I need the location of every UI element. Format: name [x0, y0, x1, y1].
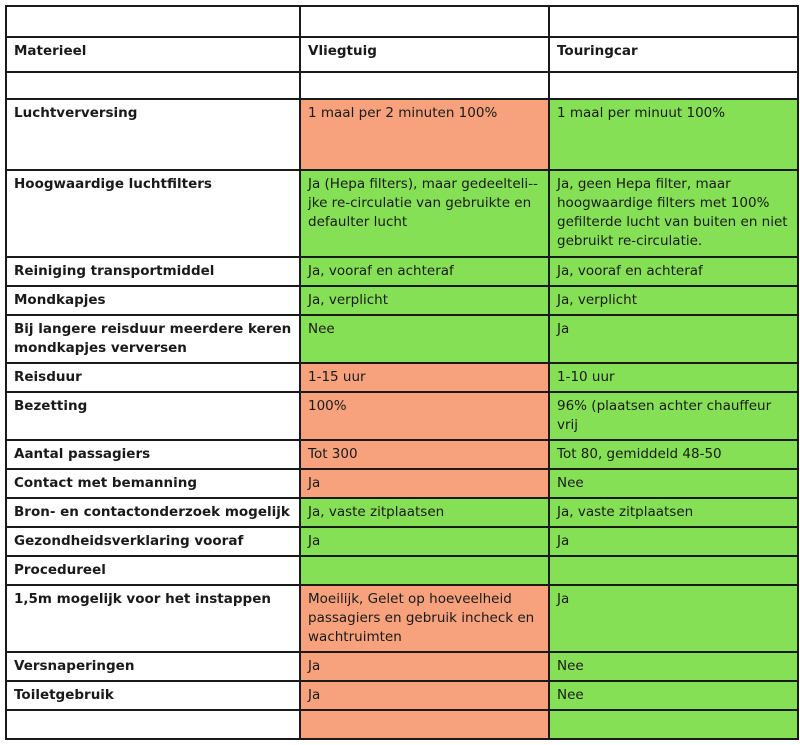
- table-cell: [548, 71, 799, 100]
- table-cell: [5, 5, 301, 38]
- touringcar-value-cell: Ja, verplicht: [548, 285, 799, 316]
- table-row: Mondkapjes Ja, verplicht Ja, verplicht: [5, 285, 799, 316]
- touringcar-value-cell: Nee: [548, 468, 799, 499]
- touringcar-value-cell: Ja, geen Hepa filter, maar hoogwaardige …: [548, 169, 799, 258]
- table-cell: [299, 71, 550, 100]
- row-label-cell: Contact met bemanning: [5, 468, 301, 499]
- table-row: Luchtverversing 1 maal per 2 minuten 100%…: [5, 98, 799, 171]
- row-label-cell: Luchtverversing: [5, 98, 301, 171]
- row-label-cell: Toiletgebruik: [5, 680, 301, 711]
- vliegtuig-value-cell: Moeilijk, Gelet op hoeveelheid passagier…: [299, 584, 550, 653]
- table-cell: [299, 5, 550, 38]
- touringcar-value-cell: Nee: [548, 651, 799, 682]
- vliegtuig-value-cell: 1 maal per 2 minuten 100%: [299, 98, 550, 171]
- row-label-cell: Reiniging transportmiddel: [5, 256, 301, 287]
- table-row: Procedureel: [5, 555, 799, 586]
- row-label-cell: Hoogwaardige luchtfilters: [5, 169, 301, 258]
- table-row: Versnaperingen Ja Nee: [5, 651, 799, 682]
- comparison-table: Materieel Vliegtuig Touringcar Luchtverv…: [5, 5, 799, 740]
- table-row: Reiniging transportmiddel Ja, vooraf en a…: [5, 256, 799, 287]
- row-label-cell: Mondkapjes: [5, 285, 301, 316]
- touringcar-value-cell: Ja, vooraf en achteraf: [548, 256, 799, 287]
- touringcar-value-cell: 1 maal per minuut 100%: [548, 98, 799, 171]
- row-label-cell: Gezondheidsverklaring vooraf: [5, 526, 301, 557]
- vliegtuig-value-cell: Ja: [299, 526, 550, 557]
- vliegtuig-value-cell: Ja (Hepa filters), maar gedeelteli-­jke …: [299, 169, 550, 258]
- table-row: Aantal passagiers Tot 300 Tot 80, gemiddel…: [5, 439, 799, 470]
- row-label-cell: Procedureel: [5, 555, 301, 586]
- vliegtuig-value-cell: [299, 555, 550, 586]
- touringcar-value-cell: Tot 80, gemiddeld 48-50: [548, 439, 799, 470]
- vliegtuig-value-cell: Ja, vooraf en achteraf: [299, 256, 550, 287]
- row-label-cell: Bezetting: [5, 391, 301, 441]
- table-row: Contact met bemanning Ja Nee: [5, 468, 799, 499]
- table-row: Gezondheidsverklaring vooraf Ja Ja: [5, 526, 799, 557]
- vliegtuig-value-cell: Ja, verplicht: [299, 285, 550, 316]
- row-label-cell: Bij langere reisduur meerdere keren mond…: [5, 314, 301, 364]
- vliegtuig-value-cell: Ja: [299, 680, 550, 711]
- vliegtuig-value-cell: Ja, vaste zitplaatsen: [299, 497, 550, 528]
- row-label-cell: 1,5m mogelijk voor het instappen: [5, 584, 301, 653]
- table-body: Luchtverversing 1 maal per 2 minuten 100%…: [5, 98, 799, 740]
- vliegtuig-value-cell: Ja: [299, 468, 550, 499]
- table-top-spacer-row: [5, 5, 799, 38]
- touringcar-value-cell: Ja: [548, 314, 799, 364]
- vliegtuig-value-cell: Ja: [299, 651, 550, 682]
- row-label-cell: Bron- en contactonderzoek mogelijk: [5, 497, 301, 528]
- vliegtuig-value-cell: 100%: [299, 391, 550, 441]
- vliegtuig-value-cell: Nee: [299, 314, 550, 364]
- touringcar-value-cell: [548, 709, 799, 740]
- row-label-cell: Aantal passagiers: [5, 439, 301, 470]
- table-row: Bezetting 100% 96% (plaatsen achter chauff…: [5, 391, 799, 441]
- touringcar-value-cell: Ja: [548, 526, 799, 557]
- row-label-cell: Reisduur: [5, 362, 301, 393]
- table-cell: [548, 5, 799, 38]
- vliegtuig-value-cell: Tot 300: [299, 439, 550, 470]
- vliegtuig-value-cell: 1-15 uur: [299, 362, 550, 393]
- table-row: Reisduur 1-15 uur 1-10 uur: [5, 362, 799, 393]
- row-label-cell: Versnaperingen: [5, 651, 301, 682]
- header-label-cell: Materieel: [5, 36, 301, 73]
- header-touringcar-cell: Touringcar: [548, 36, 799, 73]
- table-row: 1,5m mogelijk voor het instappen Moeilijk…: [5, 584, 799, 653]
- touringcar-value-cell: Ja, vaste zitplaatsen: [548, 497, 799, 528]
- table-row: [5, 709, 799, 740]
- vliegtuig-value-cell: [299, 709, 550, 740]
- table-header-row: Materieel Vliegtuig Touringcar: [5, 36, 799, 73]
- touringcar-value-cell: Nee: [548, 680, 799, 711]
- row-label-cell: [5, 709, 301, 740]
- table-row: Toiletgebruik Ja Nee: [5, 680, 799, 711]
- table-spacer-row: [5, 71, 799, 100]
- header-vliegtuig-cell: Vliegtuig: [299, 36, 550, 73]
- touringcar-value-cell: [548, 555, 799, 586]
- touringcar-value-cell: Ja: [548, 584, 799, 653]
- table-cell: [5, 71, 301, 100]
- table-row: Hoogwaardige luchtfilters Ja (Hepa filter…: [5, 169, 799, 258]
- table-row: Bij langere reisduur meerdere keren mond…: [5, 314, 799, 364]
- touringcar-value-cell: 1-10 uur: [548, 362, 799, 393]
- table-row: Bron- en contactonderzoek mogelijk Ja, va…: [5, 497, 799, 528]
- touringcar-value-cell: 96% (plaatsen achter chauffeur vrij: [548, 391, 799, 441]
